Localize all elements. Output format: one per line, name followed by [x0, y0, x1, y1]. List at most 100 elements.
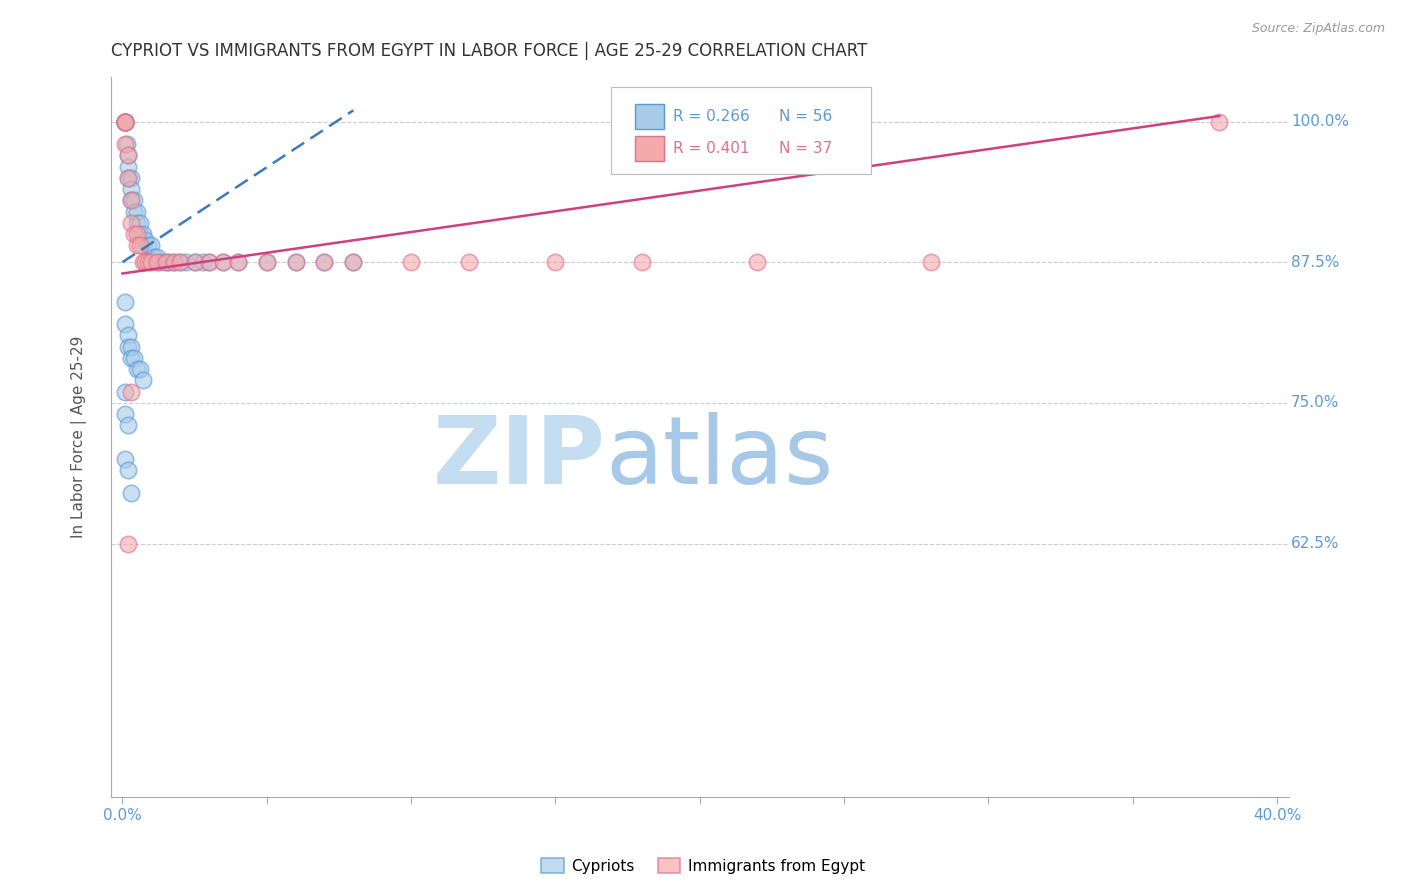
Point	[212, 255, 235, 269]
Point	[169, 255, 191, 269]
Point	[114, 114, 136, 128]
Point	[174, 255, 197, 269]
Text: 87.5%: 87.5%	[1291, 255, 1340, 269]
Point	[120, 170, 142, 185]
Point	[125, 362, 148, 376]
Point	[128, 216, 150, 230]
Point	[117, 418, 139, 433]
Point	[399, 255, 422, 269]
Point	[120, 194, 142, 208]
Point	[117, 340, 139, 354]
Point	[155, 255, 177, 269]
Point	[146, 250, 169, 264]
Point	[117, 328, 139, 343]
Point	[134, 233, 156, 247]
Text: atlas: atlas	[606, 412, 834, 504]
Point	[256, 255, 278, 269]
Point	[198, 255, 221, 269]
Point	[457, 255, 479, 269]
Point	[342, 255, 364, 269]
Point	[284, 255, 307, 269]
Point	[125, 204, 148, 219]
Point	[117, 160, 139, 174]
Text: N = 56: N = 56	[779, 109, 832, 124]
Point	[114, 114, 136, 128]
Point	[1208, 114, 1230, 128]
Point	[544, 255, 567, 269]
Point	[117, 148, 139, 162]
Point	[125, 227, 148, 241]
Point	[114, 452, 136, 467]
Text: 75.0%: 75.0%	[1291, 395, 1340, 410]
Point	[114, 384, 136, 399]
Text: R = 0.401: R = 0.401	[672, 141, 749, 156]
Point	[120, 340, 142, 354]
Point	[141, 238, 163, 252]
Point	[122, 204, 145, 219]
Point	[146, 255, 169, 269]
Point	[122, 194, 145, 208]
Point	[198, 255, 221, 269]
Point	[747, 255, 769, 269]
Point	[157, 255, 180, 269]
Point	[114, 114, 136, 128]
Text: 62.5%: 62.5%	[1291, 536, 1340, 551]
Point	[284, 255, 307, 269]
Point	[131, 238, 153, 252]
Point	[141, 255, 163, 269]
FancyBboxPatch shape	[636, 103, 665, 128]
Point	[155, 255, 177, 269]
Point	[163, 255, 186, 269]
Point	[117, 536, 139, 550]
Point	[114, 137, 136, 152]
Point	[138, 238, 160, 252]
Point	[114, 114, 136, 128]
Point	[183, 255, 205, 269]
Point	[120, 351, 142, 365]
Point	[120, 384, 142, 399]
FancyBboxPatch shape	[636, 136, 665, 161]
Point	[114, 294, 136, 309]
Point	[631, 255, 654, 269]
Point	[226, 255, 249, 269]
Point	[120, 216, 142, 230]
Point	[183, 255, 205, 269]
Point	[122, 351, 145, 365]
Point	[125, 238, 148, 252]
Point	[122, 227, 145, 241]
Text: 100.0%: 100.0%	[1291, 114, 1348, 129]
Point	[125, 216, 148, 230]
Text: CYPRIOT VS IMMIGRANTS FROM EGYPT IN LABOR FORCE | AGE 25-29 CORRELATION CHART: CYPRIOT VS IMMIGRANTS FROM EGYPT IN LABO…	[111, 42, 868, 60]
Point	[143, 250, 166, 264]
Y-axis label: In Labor Force | Age 25-29: In Labor Force | Age 25-29	[72, 335, 87, 538]
Point	[131, 373, 153, 387]
Point	[149, 255, 172, 269]
Point	[114, 114, 136, 128]
Point	[114, 407, 136, 421]
Point	[131, 227, 153, 241]
Point	[342, 255, 364, 269]
Point	[256, 255, 278, 269]
Text: R = 0.266: R = 0.266	[672, 109, 749, 124]
Point	[117, 170, 139, 185]
Point	[128, 362, 150, 376]
Point	[920, 255, 942, 269]
Point	[212, 255, 235, 269]
Point	[128, 238, 150, 252]
Point	[120, 182, 142, 196]
Point	[117, 463, 139, 477]
Point	[117, 148, 139, 162]
Point	[134, 255, 156, 269]
Point	[114, 114, 136, 128]
Point	[117, 170, 139, 185]
Point	[193, 255, 215, 269]
Point	[128, 227, 150, 241]
Point	[120, 486, 142, 500]
Point	[114, 114, 136, 128]
Point	[314, 255, 336, 269]
Text: N = 37: N = 37	[779, 141, 832, 156]
Point	[120, 194, 142, 208]
Legend: Cypriots, Immigrants from Egypt: Cypriots, Immigrants from Egypt	[534, 852, 872, 880]
Point	[138, 255, 160, 269]
Point	[226, 255, 249, 269]
